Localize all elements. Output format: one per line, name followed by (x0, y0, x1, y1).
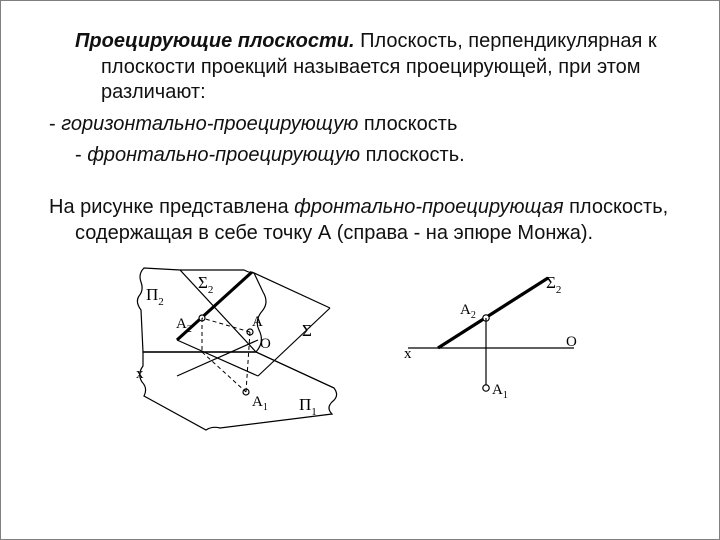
bullet-2-prefix: - (75, 144, 87, 166)
para-2: На рисунке представлена фронтально-проец… (49, 195, 671, 246)
bullet-2-ital: фронтально-проецирующую (87, 144, 360, 166)
label-sigma2-2: Σ2 (546, 273, 561, 296)
label-O: O (260, 336, 271, 352)
heading: Проецирующие плоскости. (75, 30, 355, 52)
bullet-2: - фронтально-проецирующую плоскость. (75, 143, 671, 169)
label-pi2: П2 (146, 285, 164, 308)
spacer (49, 175, 671, 195)
bullet-1-ital: горизонтально-проецирующую (61, 113, 358, 135)
figure-right: x O Σ2 A2 A1 (396, 258, 596, 418)
para2-a: На рисунке представлена (49, 196, 294, 218)
bullet-2-tail: плоскость. (360, 144, 465, 166)
bullet-1-tail: плоскость (358, 113, 457, 135)
label-O-2: O (566, 334, 577, 350)
label-A1: A1 (252, 394, 268, 413)
label-sigma: Σ (302, 321, 312, 340)
para2-ital: фронтально-проецирующая (294, 196, 563, 218)
label-A: A (252, 314, 263, 330)
label-x-2: x (404, 346, 412, 362)
label-pi1: П1 (299, 395, 317, 418)
figures-row: O П2 П1 Σ2 Σ A2 A A1 x x O Σ2 (49, 258, 671, 433)
slide: Проецирующие плоскости. Плоскость, перпе… (0, 0, 720, 540)
label-A1-2: A1 (492, 382, 508, 401)
intro-paragraph: Проецирующие плоскости. Плоскость, перпе… (75, 29, 671, 106)
label-A2-2: A2 (460, 302, 476, 321)
bullet-1-prefix: - (49, 113, 61, 135)
figure-left: O П2 П1 Σ2 Σ A2 A A1 x (124, 258, 354, 433)
bullet-1: - горизонтально-проецирующую плоскость (49, 112, 671, 138)
label-x-1: x (136, 366, 144, 382)
